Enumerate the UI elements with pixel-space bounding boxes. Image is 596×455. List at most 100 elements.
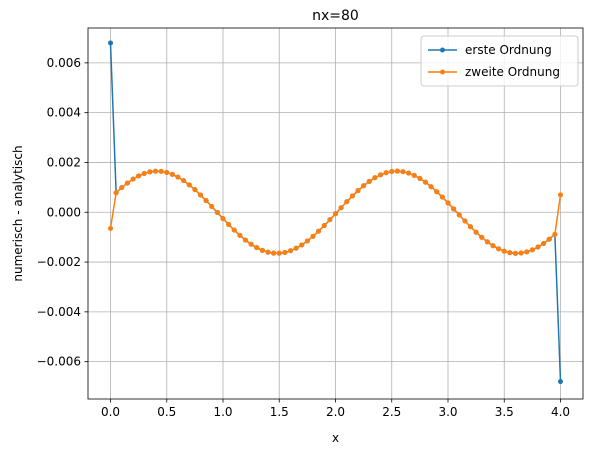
data-point-zweite-ordnung	[310, 233, 316, 239]
data-point-zweite-ordnung	[209, 204, 215, 210]
data-point-zweite-ordnung	[411, 172, 417, 178]
data-point-zweite-ordnung	[271, 250, 277, 256]
data-point-zweite-ordnung	[136, 173, 142, 179]
data-point-zweite-ordnung	[439, 194, 445, 200]
data-point-zweite-ordnung	[344, 199, 350, 205]
data-point-zweite-ordnung	[484, 239, 490, 245]
data-point-zweite-ordnung	[496, 246, 502, 252]
data-point-zweite-ordnung	[529, 247, 535, 253]
data-point-zweite-ordnung	[220, 216, 226, 222]
y-tick-label: 0.006	[47, 56, 81, 70]
data-point-zweite-ordnung	[186, 182, 192, 188]
data-point-zweite-ordnung	[513, 250, 518, 256]
data-point-zweite-ordnung	[535, 244, 541, 250]
x-tick-label: 2.0	[326, 405, 345, 419]
x-tick-label: 0.0	[101, 405, 120, 419]
data-point-zweite-ordnung	[254, 245, 260, 251]
data-point-zweite-ordnung	[192, 187, 198, 193]
data-point-zweite-ordnung	[423, 179, 428, 185]
data-point-zweite-ordnung	[490, 243, 496, 249]
data-point-zweite-ordnung	[259, 247, 265, 253]
y-tick-label: −0.004	[37, 305, 81, 319]
data-point-zweite-ordnung	[473, 229, 479, 235]
data-point-zweite-ordnung	[203, 198, 209, 204]
data-point-zweite-ordnung	[400, 169, 406, 175]
data-point-zweite-ordnung	[119, 185, 125, 191]
data-point-zweite-ordnung	[468, 224, 473, 230]
data-point-zweite-ordnung	[518, 250, 524, 256]
data-point-zweite-ordnung	[456, 212, 462, 218]
data-point-zweite-ordnung	[231, 227, 237, 233]
legend-box	[420, 35, 579, 87]
data-point-zweite-ordnung	[451, 206, 457, 212]
chart-title: nx=80	[312, 8, 359, 24]
y-tick-label: 0.004	[47, 106, 81, 120]
data-point-zweite-ordnung	[378, 172, 383, 178]
x-tick-label: 0.5	[157, 405, 176, 419]
data-point-zweite-ordnung	[524, 249, 530, 255]
data-point-zweite-ordnung	[265, 249, 271, 255]
data-point-zweite-ordnung	[226, 221, 232, 227]
y-tick-label: −0.006	[37, 355, 81, 369]
legend-label-zweite-ordnung: zweite Ordnung	[465, 65, 560, 79]
data-point-zweite-ordnung	[214, 210, 220, 216]
data-point-zweite-ordnung	[282, 249, 288, 255]
data-point-zweite-ordnung	[462, 218, 468, 224]
data-point-zweite-ordnung	[198, 192, 203, 198]
data-point-zweite-ordnung	[113, 190, 119, 196]
data-point-zweite-ordnung	[124, 180, 130, 186]
data-point-zweite-ordnung	[164, 169, 170, 175]
x-tick-label: 3.0	[438, 405, 457, 419]
data-point-zweite-ordnung	[316, 228, 322, 234]
data-point-zweite-ordnung	[417, 175, 423, 181]
data-point-zweite-ordnung	[558, 192, 563, 198]
data-point-zweite-ordnung	[276, 250, 282, 256]
data-point-zweite-ordnung	[293, 245, 299, 251]
series-zweite-ordnung	[108, 168, 563, 256]
x-tick-label: 3.5	[495, 405, 514, 419]
data-point-erste-ordnung	[558, 379, 563, 385]
x-axis-label: x	[332, 431, 339, 445]
data-point-zweite-ordnung	[445, 200, 451, 206]
data-point-zweite-ordnung	[372, 175, 378, 181]
data-point-zweite-ordnung	[237, 232, 243, 238]
legend-marker-erste-ordnung	[440, 47, 445, 53]
data-point-zweite-ordnung	[552, 231, 558, 237]
data-point-zweite-ordnung	[361, 183, 367, 189]
data-point-zweite-ordnung	[299, 242, 305, 248]
data-point-zweite-ordnung	[158, 168, 164, 174]
data-point-zweite-ordnung	[507, 250, 513, 256]
x-tick-label: 1.5	[270, 405, 289, 419]
y-axis-label: numerisch - analytisch	[11, 145, 25, 281]
data-point-zweite-ordnung	[501, 248, 507, 254]
data-point-zweite-ordnung	[434, 189, 440, 195]
data-point-zweite-ordnung	[333, 211, 338, 217]
data-point-zweite-ordnung	[141, 171, 147, 177]
x-tick-label: 1.0	[213, 405, 232, 419]
data-point-zweite-ordnung	[546, 236, 552, 242]
data-point-zweite-ordnung	[147, 169, 153, 175]
x-tick-label: 4.0	[551, 405, 570, 419]
data-point-zweite-ordnung	[321, 223, 327, 229]
data-point-zweite-ordnung	[130, 176, 136, 182]
data-point-zweite-ordnung	[541, 240, 547, 246]
legend-marker-zweite-ordnung	[440, 69, 445, 75]
data-point-zweite-ordnung	[175, 174, 181, 180]
legend-label-erste-ordnung: erste Ordnung	[465, 43, 552, 57]
data-point-zweite-ordnung	[243, 237, 248, 243]
x-tick-label: 2.5	[382, 405, 401, 419]
y-tick-label: 0.000	[47, 205, 81, 219]
data-point-zweite-ordnung	[327, 217, 333, 223]
data-point-zweite-ordnung	[181, 178, 187, 184]
data-point-zweite-ordnung	[248, 241, 254, 247]
legend: erste Ordnung zweite Ordnung	[420, 35, 579, 87]
data-point-zweite-ordnung	[394, 168, 400, 174]
axis-ticks: 0.0 0.5 1.0 1.5 2.0 2.5 3.0 3.5 4.0 −0.006 −0.004 −…	[37, 56, 570, 419]
data-point-zweite-ordnung	[406, 170, 412, 176]
y-tick-label: 0.002	[47, 155, 81, 169]
data-point-zweite-ordnung	[355, 188, 361, 194]
data-point-zweite-ordnung	[383, 170, 389, 176]
grid	[88, 28, 583, 399]
data-point-zweite-ordnung	[304, 238, 310, 244]
